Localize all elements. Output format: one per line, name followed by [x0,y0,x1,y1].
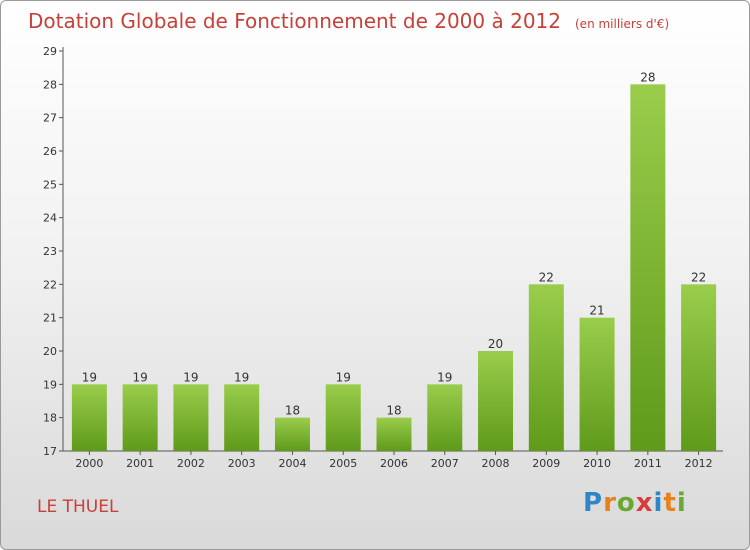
y-tick-label: 19 [43,378,57,391]
y-axis: 17 18 19 20 21 22 23 24 25 26 27 28 29 [43,45,64,458]
y-tick-label: 21 [43,312,57,325]
y-tick-label: 18 [43,412,57,425]
bar-2004 [274,417,310,451]
chart-title: Dotation Globale de Fonctionnement de 20… [28,9,669,33]
value-label-2011: 28 [640,70,655,84]
bar-2012 [681,284,717,451]
value-label-2002: 19 [183,370,198,384]
value-label-2001: 19 [133,370,148,384]
bar-2005 [325,384,361,451]
x-tick-label-2008: 2008 [482,457,510,470]
logo-letter: P [583,488,604,518]
logo-letter: r [603,488,617,518]
bar-2009 [528,284,564,451]
value-label-2012: 22 [691,270,706,284]
y-tick-label: 28 [43,78,57,91]
bar-2001 [122,384,158,451]
logo-letter: t [663,488,677,518]
y-tick-label: 29 [43,45,57,58]
value-label-2010: 21 [589,304,604,318]
value-label-2000: 19 [82,370,97,384]
x-tick-label-2006: 2006 [380,457,408,470]
bar-2010 [579,317,615,451]
bars: 19 19 19 19 18 19 18 19 20 22 21 28 22 [71,70,717,451]
logo-letter: x [635,488,654,518]
y-tick-label: 26 [43,145,57,158]
value-label-2005: 19 [336,370,351,384]
y-tick-label: 23 [43,245,57,258]
x-tick-label-2000: 2000 [75,457,103,470]
x-tick-label-2002: 2002 [177,457,205,470]
logo-letter: i [653,488,664,518]
bar-2003 [224,384,260,451]
x-tick-label-2012: 2012 [685,457,713,470]
bar-2008 [478,351,514,451]
value-label-2008: 20 [488,337,503,351]
bar-2000 [71,384,107,451]
x-tick-label-2007: 2007 [431,457,459,470]
logo-letter: i [676,488,687,518]
bar-2007 [427,384,463,451]
x-tick-label-2003: 2003 [228,457,256,470]
proxiti-logo: Proxiti [583,488,687,518]
bar-2006 [376,417,412,451]
x-tick-label-2005: 2005 [329,457,357,470]
y-tick-label: 20 [43,345,57,358]
x-tick-label-2001: 2001 [126,457,154,470]
y-tick-label: 22 [43,278,57,291]
x-axis: 2000 2001 2002 2003 2004 2005 2006 2007 2008 2009… [63,450,723,470]
bar-2002 [173,384,209,451]
value-label-2007: 19 [437,370,452,384]
x-tick-label-2010: 2010 [583,457,611,470]
value-label-2006: 18 [386,404,401,418]
logo-letter: o [616,488,636,518]
commune-name: LE THUEL [37,497,119,517]
x-tick-label-2009: 2009 [532,457,560,470]
x-tick-label-2011: 2011 [634,457,662,470]
bar-2011 [630,84,666,451]
value-label-2009: 22 [539,270,554,284]
y-tick-label: 25 [43,178,57,191]
y-tick-label: 24 [43,212,57,225]
chart-title-text: Dotation Globale de Fonctionnement de 20… [28,9,561,33]
chart-subtitle: (en milliers d'€) [575,17,670,31]
value-label-2003: 19 [234,370,249,384]
y-tick-label: 27 [43,112,57,125]
y-tick-label: 17 [43,445,57,458]
x-tick-label-2004: 2004 [278,457,306,470]
value-label-2004: 18 [285,404,300,418]
